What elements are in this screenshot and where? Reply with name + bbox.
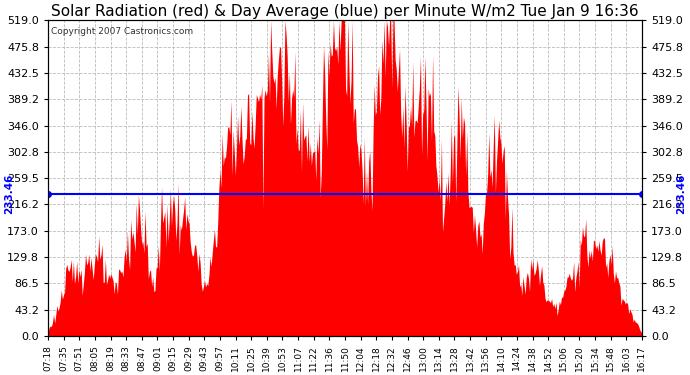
Text: Copyright 2007 Castronics.com: Copyright 2007 Castronics.com [51, 27, 193, 36]
Title: Solar Radiation (red) & Day Average (blue) per Minute W/m2 Tue Jan 9 16:36: Solar Radiation (red) & Day Average (blu… [51, 4, 639, 19]
Text: 233.46: 233.46 [4, 174, 14, 214]
Text: 233.46: 233.46 [676, 174, 686, 214]
